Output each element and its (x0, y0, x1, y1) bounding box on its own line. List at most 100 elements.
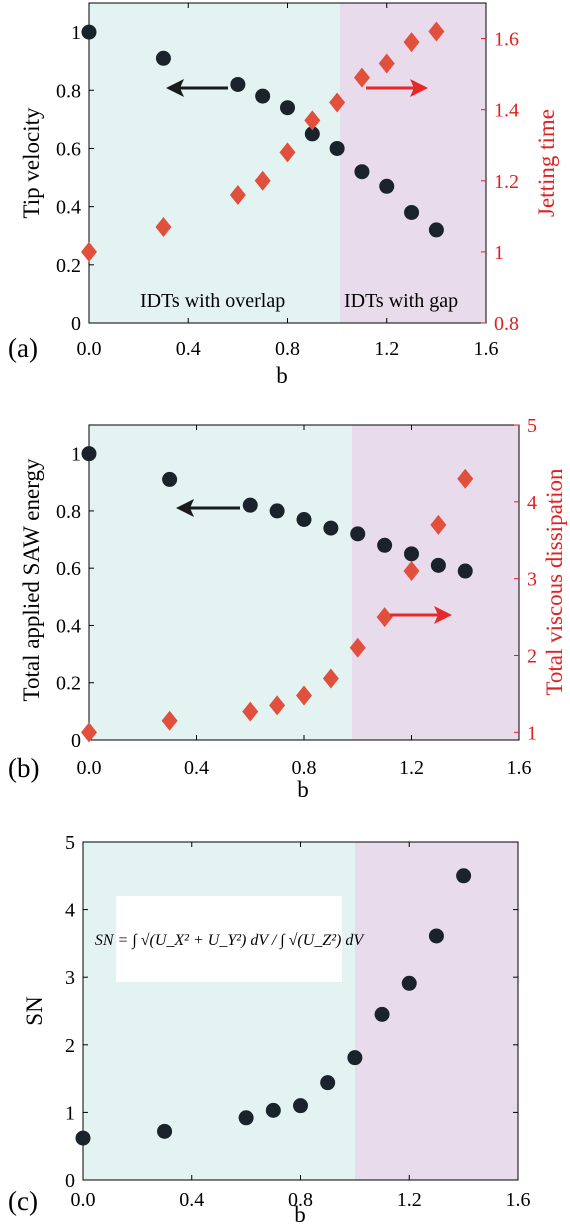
data-point-diamond (269, 695, 286, 716)
data-point (404, 204, 420, 220)
panel-b-label: (b) (8, 753, 39, 783)
data-point-diamond (254, 170, 271, 191)
data-point (404, 546, 419, 562)
panel-a: 0.0 0.4 0.8 1.2 1.6 0 0.2 0.4 0.6 0.8 1 0.8 1 1.2 1.4 1… (8, 2, 559, 388)
panel-c-region-left (83, 842, 355, 1180)
y2-tick-label: 1 (494, 242, 504, 264)
panel-b-region-right (352, 425, 519, 740)
y2-tick-label: 4 (527, 492, 537, 514)
panel-c: 0.0 0.4 0.8 1.2 1.6 0 1 2 3 4 5 SN = ∫ √(U_X² + U_… (8, 832, 531, 1227)
panel-c-xlabel: b (294, 1202, 306, 1227)
data-point (428, 928, 444, 944)
panel-b-y2label: Total viscous dissipation (542, 468, 567, 696)
x-tick-label: 1.6 (506, 1189, 531, 1211)
panel-b: 0.0 0.4 0.8 1.2 1.6 0 0.2 0.4 0.6 0.8 1 1 2 3 4 5 (b) b… (8, 415, 567, 802)
data-point (238, 1110, 254, 1126)
panel-a-right-arrow (366, 79, 428, 97)
panel-c-equation-box (116, 896, 342, 982)
data-point (323, 520, 339, 536)
panel-a-label: (a) (8, 333, 38, 363)
y-tick-label: 1 (71, 22, 81, 44)
data-point (230, 76, 246, 92)
data-point-diamond (403, 560, 420, 581)
data-point-diamond (403, 32, 420, 53)
y-tick-label: 5 (65, 832, 75, 854)
data-point (255, 88, 271, 104)
y-tick-label: 0 (71, 313, 81, 335)
data-point (304, 126, 320, 142)
panel-a-xlabel: b (276, 363, 288, 388)
data-point-diamond (457, 468, 474, 489)
x-tick-label: 0.0 (71, 1189, 96, 1211)
x-tick-label: 0.4 (176, 338, 201, 360)
y2-tick-label: 1.6 (494, 29, 519, 51)
data-point-diamond (81, 722, 97, 743)
x-tick-label: 1.2 (374, 338, 399, 360)
panel-c-label: (c) (8, 1186, 38, 1216)
panel-a-ticks: 0.0 0.4 0.8 1.2 1.6 0 0.2 0.4 0.6 0.8 1 0.8 1 1.2 1.4 1… (56, 3, 519, 360)
panel-a-region-label-right: IDTs with gap (344, 290, 458, 312)
panel-b-region-left (89, 425, 352, 740)
y2-tick-label: 5 (527, 415, 537, 437)
panel-a-marks (81, 21, 445, 262)
data-point (457, 563, 473, 579)
data-point (162, 471, 178, 487)
data-point-diamond (161, 710, 178, 731)
panel-c-ticks: 0.0 0.4 0.8 1.2 1.6 0 1 2 3 4 5 (65, 832, 531, 1211)
y-tick-label: 0.6 (56, 138, 81, 160)
panel-b-right-arrow (390, 606, 452, 624)
panel-a-region-right (340, 3, 486, 323)
data-point-diamond (376, 607, 393, 628)
panel-a-y2label: Jetting time (534, 109, 559, 217)
data-point (242, 497, 258, 513)
data-point (347, 1050, 363, 1066)
data-point-diamond (322, 668, 339, 689)
y-tick-label: 1 (71, 444, 81, 466)
data-point (265, 1102, 281, 1118)
data-point (374, 1006, 390, 1022)
x-tick-label: 0.0 (77, 757, 102, 779)
x-tick-label: 0.4 (179, 1189, 204, 1211)
data-point (329, 140, 345, 156)
x-tick-label: 1.2 (397, 1189, 422, 1211)
y-tick-label: 1 (65, 1102, 75, 1124)
data-point (377, 537, 393, 553)
x-tick-label: 1.6 (507, 757, 532, 779)
y-tick-label: 4 (65, 900, 75, 922)
y2-tick-label: 1.4 (494, 100, 519, 122)
data-point-diamond (296, 685, 312, 706)
panel-a-ylabel: Tip velocity (19, 107, 44, 218)
data-point (293, 1098, 308, 1114)
data-point (155, 50, 171, 66)
data-point (320, 1075, 336, 1091)
data-point-diamond (229, 185, 246, 205)
y-tick-label: 3 (65, 967, 75, 989)
y2-tick-label: 2 (527, 645, 537, 667)
data-point-diamond (81, 241, 97, 262)
panel-b-ticks: 0.0 0.4 0.8 1.2 1.6 0 0.2 0.4 0.6 0.8 1 1 2 3 4 5 (56, 415, 537, 779)
x-tick-label: 0.4 (184, 757, 209, 779)
data-point-diamond (430, 514, 447, 535)
panel-c-equation-text: SN = ∫ √(U_X² + U_Y²) dV / ∫ √(U_Z²) dV (95, 932, 365, 950)
y-tick-label: 0 (65, 1170, 75, 1192)
y2-tick-label: 1.2 (494, 171, 519, 193)
data-point (269, 503, 285, 519)
panel-b-marks (81, 446, 474, 743)
data-point-diamond (378, 53, 395, 74)
data-point (456, 868, 472, 884)
data-point-diamond (353, 67, 370, 88)
data-point (157, 1123, 173, 1139)
y-tick-label: 0.6 (56, 558, 81, 580)
data-point (430, 557, 446, 573)
y2-tick-label: 3 (527, 569, 537, 591)
data-point (428, 222, 444, 238)
x-tick-label: 1.6 (474, 338, 499, 360)
data-point (75, 1130, 91, 1146)
data-point (296, 512, 312, 527)
data-point (280, 100, 295, 116)
panel-a-region-label-left: IDTs with overlap (140, 290, 285, 312)
data-point-diamond (349, 637, 366, 658)
data-point-diamond (155, 217, 172, 237)
y-tick-label: 0.8 (56, 501, 81, 523)
